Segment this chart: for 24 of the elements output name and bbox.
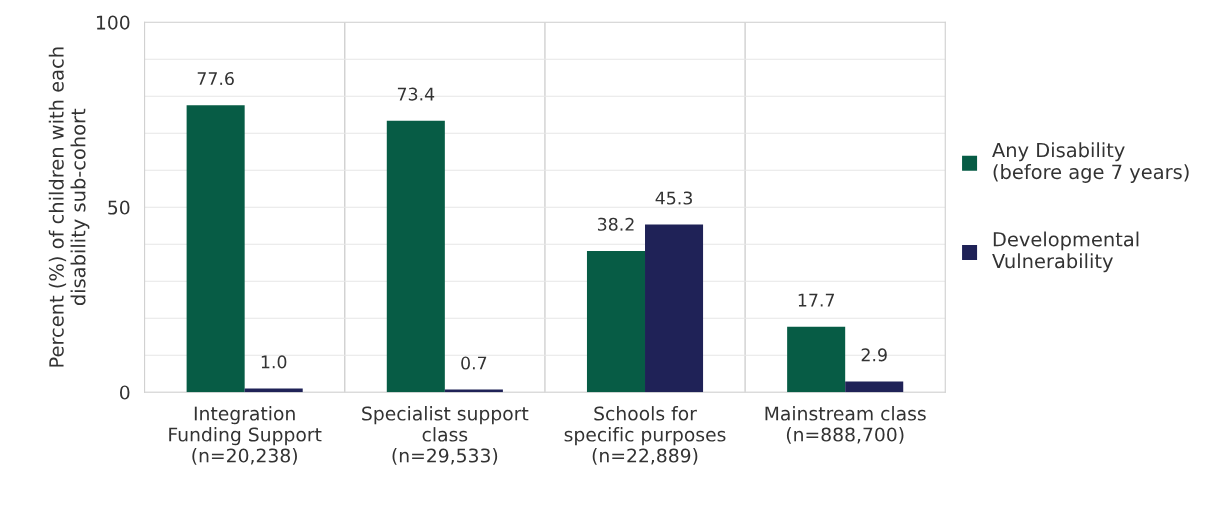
data-label: 0.7 [461, 356, 487, 370]
data-label: 73.4 [397, 87, 435, 101]
x-tick-label: Specialist support class (n=29,533) [362, 406, 529, 465]
bar [386, 120, 445, 393]
y-axis-title: Percent (%) of children with each disability sub-cohort [48, 47, 90, 367]
data-label: 45.3 [655, 191, 692, 205]
y-tick-label: 50 [108, 200, 130, 215]
bar [586, 250, 646, 393]
y-tick-label: 0 [120, 385, 130, 400]
bar [645, 224, 704, 393]
data-label: 1.0 [261, 355, 287, 369]
data-label: 2.9 [861, 348, 887, 362]
x-tick-label: Integration Funding Support (n=20,238) [169, 406, 322, 465]
x-tick-label: Schools for specific purposes (n=22,889) [564, 406, 726, 465]
legend-label: Developmental Vulnerability [992, 231, 1139, 273]
data-label: 17.7 [798, 293, 834, 307]
data-label: 77.6 [197, 71, 234, 86]
y-tick-label: 100 [96, 15, 130, 30]
x-tick-label: Mainstream class (n=888,700) [765, 406, 926, 444]
legend-label: Any Disability (before age 7 years) [992, 142, 1189, 183]
bar [186, 105, 245, 393]
bar [787, 326, 846, 393]
data-label: 38.2 [597, 217, 634, 231]
bar [845, 381, 904, 393]
